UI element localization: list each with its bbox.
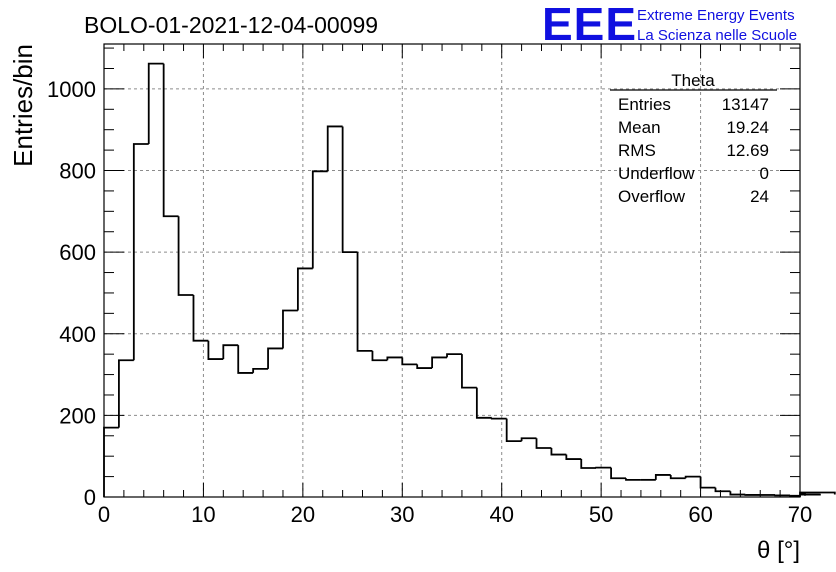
eee-logo: EEE — [542, 0, 637, 50]
x-tick-label: 20 — [291, 502, 315, 527]
stats-rows: Entries 13147 Mean 19.24 RMS 12.69 Underflow 0 O… — [618, 95, 769, 206]
histogram-bin — [684, 475, 701, 479]
histogram-bin — [222, 344, 239, 360]
y-tick-label: 200 — [59, 403, 96, 428]
y-axis-label: Entries/bin — [8, 44, 38, 167]
x-tick-label: 70 — [788, 502, 812, 527]
histogram-bin — [118, 359, 134, 428]
axis-ticks — [103, 44, 801, 498]
histogram-bin — [103, 426, 119, 497]
histogram-bin — [326, 125, 343, 172]
stats-row: RMS 12.69 — [618, 141, 769, 160]
histogram-bin — [431, 356, 448, 369]
stats-row: Mean 19.24 — [618, 118, 769, 137]
histogram-bin — [267, 347, 283, 369]
x-axis-label: θ [°] — [757, 537, 800, 564]
stats-row: Overflow 24 — [618, 187, 769, 206]
y-tick-label: 600 — [59, 240, 96, 265]
histogram-bin — [147, 62, 164, 144]
y-tick-label: 800 — [59, 159, 96, 184]
x-tick-label: 60 — [688, 502, 712, 527]
y-tick-label: 400 — [59, 322, 96, 347]
branding-line-2: La Scienza nelle Scuole — [637, 27, 797, 44]
axis-tick-labels: 0 10 20 30 40 50 60 70 0 200 400 600 800 1000 — [47, 77, 812, 527]
histogram-bin — [371, 350, 388, 362]
histogram-bin — [177, 216, 194, 296]
stats-value: 24 — [750, 187, 769, 206]
histogram-bin — [446, 353, 462, 358]
histogram-bin — [490, 417, 507, 420]
stats-box-title: Theta — [671, 71, 715, 90]
branding-line-1: Extreme Energy Events — [637, 7, 795, 24]
histogram-series — [103, 62, 836, 497]
histogram-bin — [610, 467, 626, 480]
histogram-bin — [237, 345, 254, 374]
x-tick-label: 10 — [191, 502, 215, 527]
histogram-bin — [416, 364, 433, 369]
x-tick-label: 50 — [589, 502, 613, 527]
histogram-bin — [535, 438, 552, 449]
histogram-bin — [505, 418, 522, 442]
histogram-bin — [162, 63, 179, 218]
stats-box: Theta Entries 13147 Mean 19.24 RMS 12.69 Under… — [610, 71, 777, 206]
x-tick-label: 40 — [489, 502, 513, 527]
stats-row: Underflow 0 — [618, 164, 769, 183]
histogram-bin — [282, 309, 298, 349]
plot-frame — [103, 43, 801, 498]
histogram-bin — [475, 387, 492, 419]
stats-label: RMS — [618, 141, 656, 160]
grid-lines — [104, 44, 800, 497]
stats-label: Underflow — [618, 164, 695, 183]
y-tick-label: 0 — [84, 485, 96, 510]
histogram-bin — [550, 448, 567, 456]
histogram-bin — [580, 459, 597, 469]
histogram-bin — [386, 356, 403, 361]
histogram-bin — [699, 476, 716, 489]
histogram-bin — [296, 267, 313, 311]
histogram-bin — [565, 454, 582, 460]
stats-value: 13147 — [722, 95, 769, 114]
histogram-bin — [729, 491, 746, 496]
histogram-bin — [669, 474, 686, 480]
histogram-bin — [714, 487, 731, 493]
histogram-bin — [654, 474, 671, 480]
eee-branding: EEE Extreme Energy Events La Scienza nel… — [542, 0, 797, 50]
stats-value: 12.69 — [726, 141, 769, 160]
stats-label: Entries — [618, 95, 671, 114]
histogram-bin — [252, 367, 269, 373]
histogram-bin — [311, 170, 328, 269]
stats-row: Entries 13147 — [618, 95, 769, 114]
histogram-bin — [625, 478, 641, 481]
stats-value: 19.24 — [726, 118, 769, 137]
stats-label: Mean — [618, 118, 661, 137]
histogram-bin — [800, 493, 821, 496]
histogram-bin — [341, 126, 358, 254]
histogram-bin — [356, 252, 373, 352]
histogram-bin — [461, 354, 477, 389]
x-tick-label: 30 — [390, 502, 414, 527]
histogram-bin — [132, 143, 149, 361]
x-tick-label: 0 — [98, 502, 110, 527]
histogram-bin — [192, 294, 209, 342]
histogram-bin — [207, 340, 224, 360]
y-tick-label: 1000 — [47, 77, 96, 102]
stats-value: 0 — [760, 164, 769, 183]
stats-label: Overflow — [618, 187, 686, 206]
chart-title: BOLO-01-2021-12-04-00099 — [84, 12, 378, 38]
histogram-bin — [401, 357, 418, 366]
histogram-bin — [520, 437, 537, 442]
